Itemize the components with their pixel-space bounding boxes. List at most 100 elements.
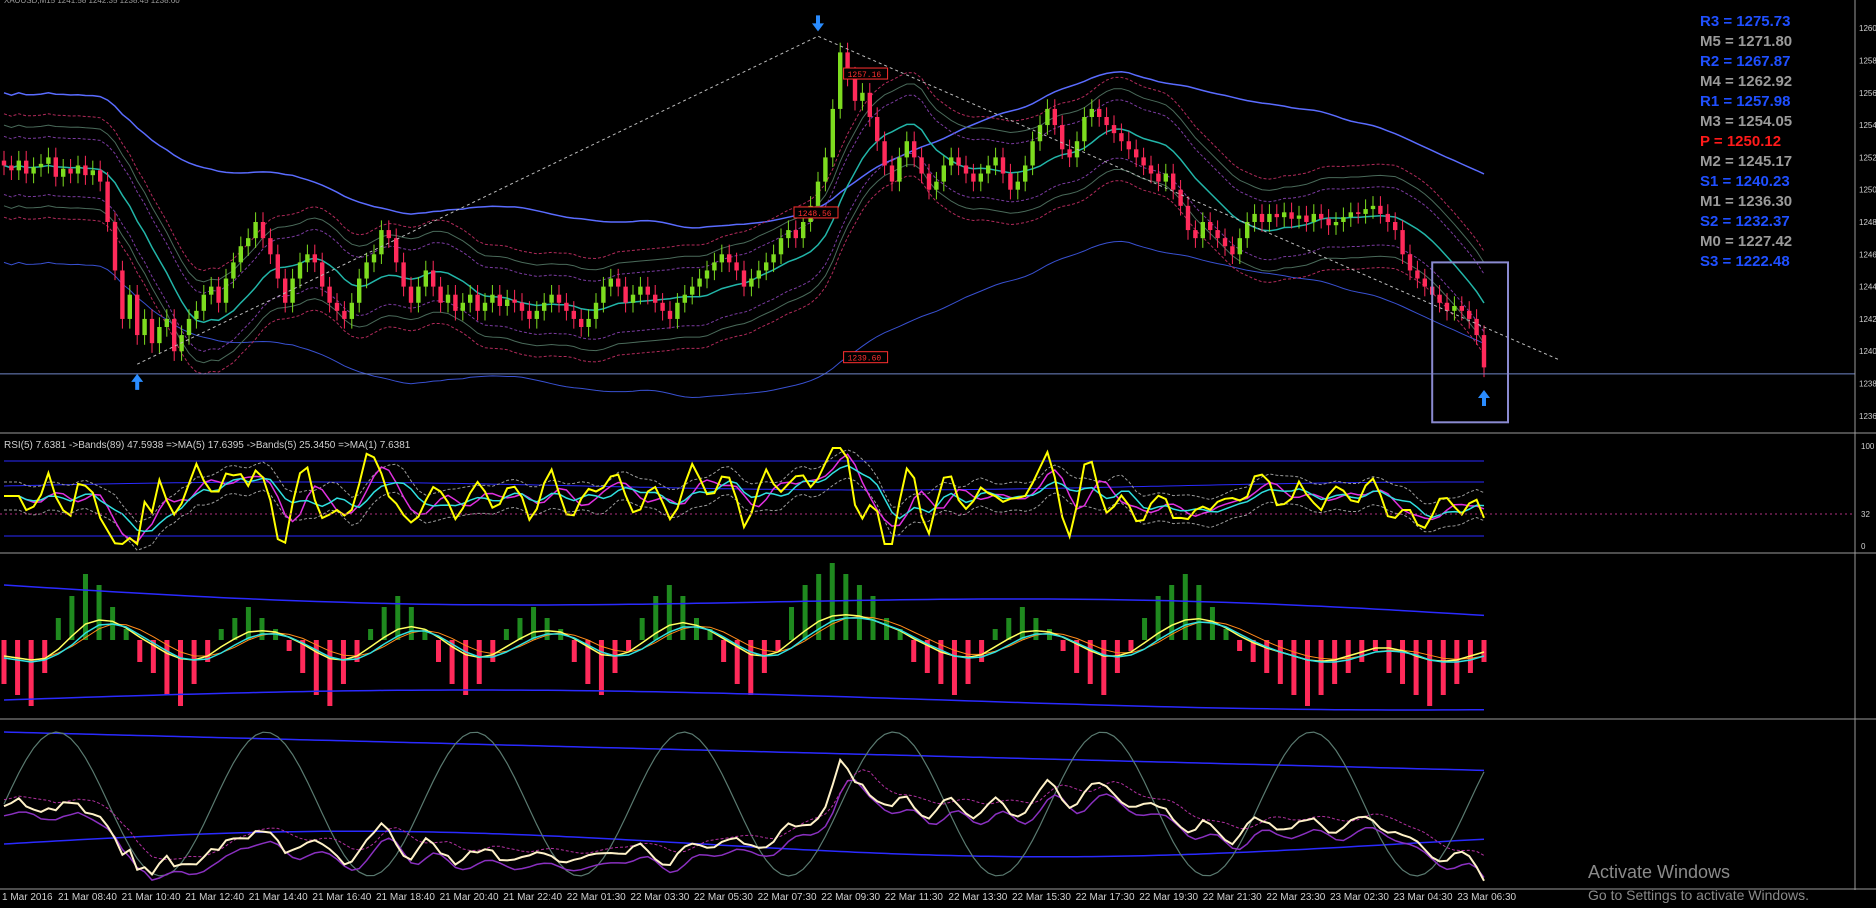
candle-body [1333, 222, 1339, 226]
price-panel[interactable]: 1260 1258 1256 1254 1252 1250 1248 1246 1244 1242… [0, 0, 1876, 434]
selection-box [1431, 261, 1509, 424]
candle-body [16, 160, 21, 171]
candle-body [1363, 209, 1368, 214]
candle-body [1296, 215, 1302, 219]
pivot-level: M1 = 1236.30 [1700, 193, 1793, 210]
hist-bar-negative [571, 640, 577, 662]
histogram-panel[interactable] [0, 563, 1876, 720]
candle-body [971, 173, 976, 182]
price-tag-box [843, 67, 889, 80]
time-axis-label: 22 Mar 19:30 [1139, 892, 1199, 903]
hist-bar-negative [748, 640, 754, 695]
hist-band-upper [3, 584, 1485, 617]
hist-bar-positive [789, 607, 795, 640]
candle-body [1052, 108, 1057, 126]
candle-body [1200, 222, 1205, 239]
hist-bar-positive [232, 618, 238, 640]
arrow-up-icon [1478, 390, 1490, 406]
watermark-subtitle: Go to Settings to activate Windows. [1588, 887, 1809, 903]
candle-body [823, 157, 828, 182]
time-axis-label: 21 Mar 16:40 [312, 892, 372, 903]
hist-bar-negative [1440, 640, 1446, 695]
price-tag-box [843, 351, 889, 364]
time-axis-label: 21 Mar 20:40 [439, 892, 499, 903]
candle-body [697, 278, 702, 287]
candle-body [297, 262, 303, 279]
candle-body [157, 327, 162, 344]
candle-body [53, 157, 58, 177]
candle-body [201, 294, 206, 311]
hist-bar-positive [82, 574, 88, 640]
price-axis-label: 1260 [1859, 24, 1876, 33]
candle-body [1393, 222, 1398, 231]
time-axis-label: 22 Mar 07:30 [757, 892, 817, 903]
hist-bar-positive [707, 629, 713, 640]
band-inner-upper [3, 94, 1485, 294]
candle-body [9, 165, 14, 171]
hist-bar-positive [381, 607, 387, 640]
candle-body [75, 165, 81, 174]
candle-body [926, 173, 932, 190]
candle-body [815, 181, 821, 206]
hist-bar-negative [178, 640, 184, 706]
band-lower [3, 175, 1485, 375]
hist-bar-positive [856, 585, 862, 640]
candle-body [90, 170, 95, 176]
watermark-title: Activate Windows [1588, 862, 1731, 882]
candle-body [1119, 133, 1124, 142]
candle-body [468, 294, 473, 303]
rsi-panel[interactable]: 100 32 0 [0, 442, 1876, 554]
candle-body [564, 302, 569, 311]
candle-body [571, 310, 576, 319]
rsi-ma-magenta [4, 453, 1485, 544]
hist-bar-positive [503, 629, 509, 640]
candle-body [1348, 212, 1353, 218]
osc-band-lower [3, 830, 1485, 858]
oscillator-panel[interactable] [0, 731, 1876, 890]
candle-body [764, 262, 769, 271]
hist-bar-negative [1386, 640, 1392, 673]
candle-body [1422, 278, 1427, 287]
hist-bar-positive [639, 618, 645, 640]
candle-body [290, 278, 295, 303]
hist-bar-negative [340, 640, 346, 684]
hist-bar-positive [408, 607, 414, 640]
ma-slow-lower [3, 240, 1485, 399]
hist-bar-negative [1291, 640, 1297, 695]
time-axis-label: 22 Mar 15:30 [1012, 892, 1071, 903]
pivot-level: M5 = 1271.80 [1700, 33, 1793, 50]
hist-bar-negative [1400, 640, 1406, 684]
pivot-level: S2 = 1232.37 [1700, 213, 1790, 230]
rsi-band-dash-upper [4, 449, 1485, 523]
candle-body [852, 76, 858, 101]
hist-bar-negative [191, 640, 197, 684]
candle-body [623, 286, 628, 303]
hist-bar-negative [585, 640, 591, 684]
hist-bar-positive [884, 618, 890, 640]
time-axis-label: 22 Mar 17:30 [1075, 892, 1135, 903]
candle-body [1045, 108, 1050, 126]
candle-body [889, 165, 895, 182]
rsi-axis-label: 100 [1861, 442, 1875, 451]
hist-bar-positive [123, 629, 129, 640]
candle-body [1178, 189, 1183, 206]
candle-body [1274, 213, 1279, 218]
candle-body [704, 270, 710, 279]
hist-bar-positive [1142, 618, 1148, 640]
candle-body [675, 302, 680, 319]
candle-body [423, 270, 428, 287]
time-axis-label: 21 Mar 22:40 [503, 892, 563, 903]
candle-body [1097, 108, 1102, 117]
candle-body [1252, 213, 1257, 222]
price-axis-label: 1252 [1859, 153, 1876, 162]
candle-body [963, 165, 969, 174]
hist-bar-negative [1427, 640, 1433, 706]
candle-body [1015, 181, 1020, 190]
candle-body [727, 254, 732, 263]
hist-bar-negative [598, 640, 604, 695]
hist-bar-positive [802, 585, 808, 640]
hist-bar-negative [490, 640, 496, 662]
price-axis-label: 1258 [1859, 56, 1876, 65]
price-axis-label: 1240 [1859, 347, 1876, 356]
